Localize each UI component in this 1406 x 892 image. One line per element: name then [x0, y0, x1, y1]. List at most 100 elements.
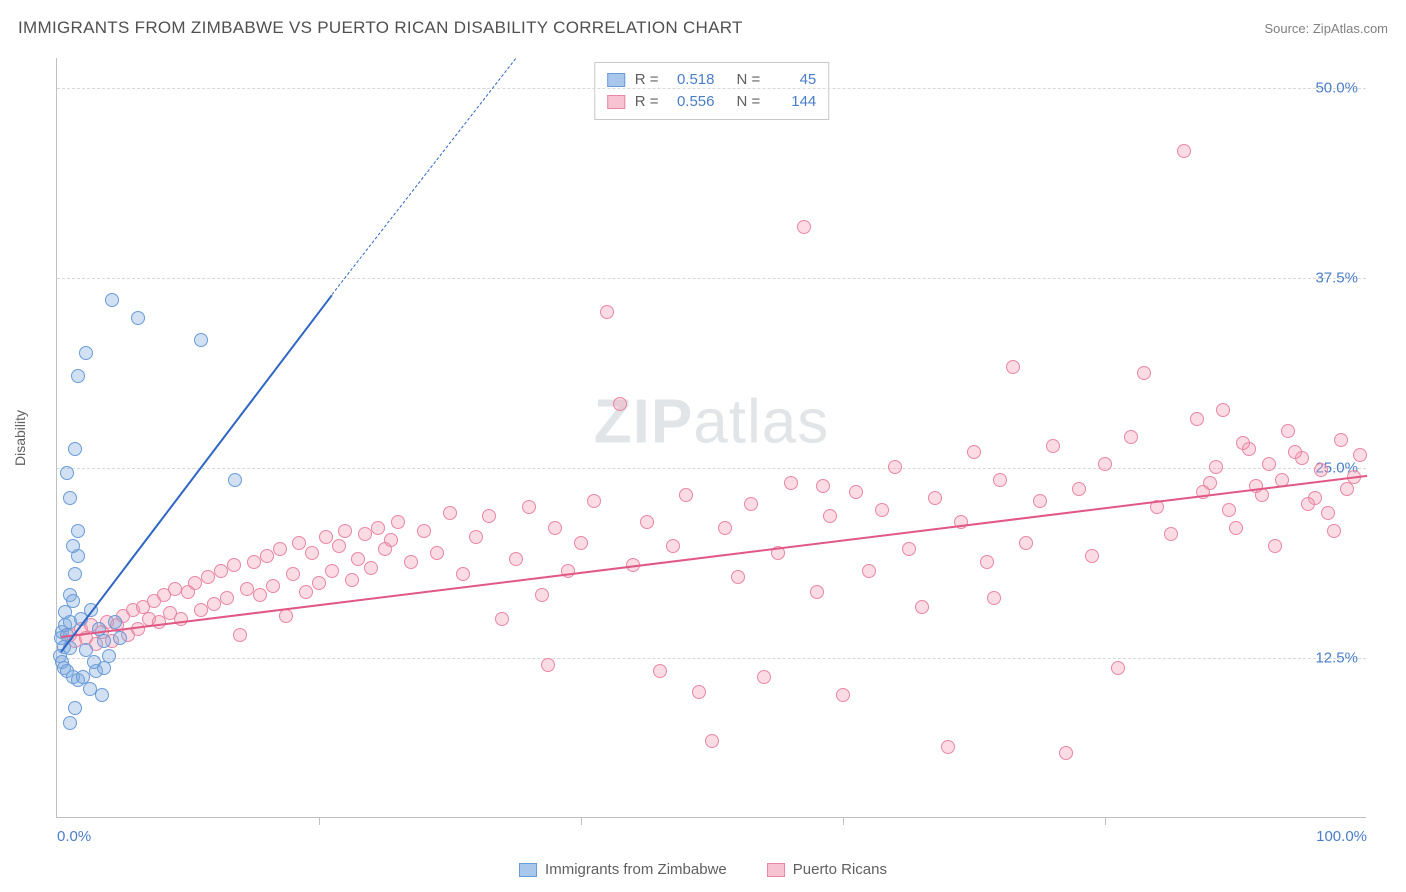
puerto-rican-point [482, 509, 496, 523]
puerto-rican-point [260, 549, 274, 563]
legend-swatch [519, 863, 537, 877]
zimbabwe-point [87, 655, 101, 669]
legend-series: Immigrants from ZimbabwePuerto Ricans [519, 861, 887, 878]
puerto-rican-point [1314, 463, 1328, 477]
puerto-rican-point [1334, 433, 1348, 447]
puerto-rican-point [574, 536, 588, 550]
x-tick-label: 100.0% [1316, 828, 1367, 845]
puerto-rican-point [299, 585, 313, 599]
zimbabwe-point [113, 631, 127, 645]
y-tick-label: 50.0% [1315, 80, 1358, 97]
puerto-rican-point [1216, 403, 1230, 417]
puerto-rican-point [247, 555, 261, 569]
puerto-rican-point [325, 564, 339, 578]
y-axis-label-container: Disability [10, 58, 30, 818]
puerto-rican-point [1033, 494, 1047, 508]
puerto-rican-point [1262, 457, 1276, 471]
puerto-rican-point [227, 558, 241, 572]
zimbabwe-point [71, 524, 85, 538]
puerto-rican-point [469, 530, 483, 544]
puerto-rican-point [1085, 549, 1099, 563]
puerto-rican-point [535, 588, 549, 602]
puerto-rican-point [358, 527, 372, 541]
puerto-rican-point [1353, 448, 1367, 462]
zimbabwe-point [105, 293, 119, 307]
puerto-rican-point [253, 588, 267, 602]
y-tick-label: 37.5% [1315, 270, 1358, 287]
puerto-rican-point [286, 567, 300, 581]
puerto-rican-point [338, 524, 352, 538]
puerto-rican-point [1019, 536, 1033, 550]
puerto-rican-point [757, 670, 771, 684]
puerto-rican-point [194, 603, 208, 617]
puerto-rican-point [915, 600, 929, 614]
gridline [57, 468, 1366, 469]
y-tick-label: 12.5% [1315, 650, 1358, 667]
zimbabwe-point [63, 716, 77, 730]
puerto-rican-point [404, 555, 418, 569]
zimbabwe-point [95, 688, 109, 702]
puerto-rican-point [1137, 366, 1151, 380]
legend-swatch [607, 73, 625, 87]
legend-item: Immigrants from Zimbabwe [519, 861, 727, 878]
legend-row: R =0.556N =144 [607, 91, 817, 113]
puerto-rican-point [266, 579, 280, 593]
puerto-rican-point [1164, 527, 1178, 541]
puerto-rican-point [987, 591, 1001, 605]
puerto-rican-point [600, 305, 614, 319]
puerto-rican-point [1177, 144, 1191, 158]
puerto-rican-point [875, 503, 889, 517]
puerto-rican-point [305, 546, 319, 560]
zimbabwe-point [194, 333, 208, 347]
header: IMMIGRANTS FROM ZIMBABWE VS PUERTO RICAN… [18, 18, 1388, 38]
puerto-rican-point [1268, 539, 1282, 553]
puerto-rican-point [1229, 521, 1243, 535]
puerto-rican-point [522, 500, 536, 514]
x-tick-minor [581, 817, 582, 825]
puerto-rican-point [1209, 460, 1223, 474]
puerto-rican-point [849, 485, 863, 499]
puerto-rican-point [1072, 482, 1086, 496]
puerto-rican-point [364, 561, 378, 575]
puerto-rican-point [207, 597, 221, 611]
puerto-rican-point [1098, 457, 1112, 471]
zimbabwe-point [228, 473, 242, 487]
puerto-rican-point [816, 479, 830, 493]
zimbabwe-trend-dash [332, 58, 516, 294]
zimbabwe-point [68, 701, 82, 715]
puerto-rican-point [993, 473, 1007, 487]
zimbabwe-point [68, 567, 82, 581]
zimbabwe-point [131, 311, 145, 325]
puerto-rican-point [312, 576, 326, 590]
puerto-rican-point [1340, 482, 1354, 496]
puerto-rican-point [1236, 436, 1250, 450]
puerto-rican-point [509, 552, 523, 566]
gridline [57, 278, 1366, 279]
puerto-rican-point [233, 628, 247, 642]
puerto-rican-point [1059, 746, 1073, 760]
puerto-rican-point [279, 609, 293, 623]
zimbabwe-point [97, 634, 111, 648]
puerto-rican-point [692, 685, 706, 699]
zimbabwe-point [102, 649, 116, 663]
puerto-rican-point [391, 515, 405, 529]
puerto-rican-point [980, 555, 994, 569]
puerto-rican-point [902, 542, 916, 556]
puerto-rican-point [456, 567, 470, 581]
puerto-rican-point [640, 515, 654, 529]
zimbabwe-trend [60, 294, 333, 652]
plot-area: ZIPatlas R =0.518N =45R =0.556N =144 12.… [56, 58, 1366, 818]
puerto-rican-point [1288, 445, 1302, 459]
puerto-rican-point [371, 521, 385, 535]
puerto-rican-point [823, 509, 837, 523]
puerto-rican-point [1006, 360, 1020, 374]
n-value: 144 [770, 91, 816, 113]
puerto-rican-point [345, 573, 359, 587]
zimbabwe-point [66, 594, 80, 608]
puerto-rican-point [273, 542, 287, 556]
x-tick-minor [319, 817, 320, 825]
puerto-rican-point [653, 664, 667, 678]
puerto-rican-point [332, 539, 346, 553]
puerto-rican-point [174, 612, 188, 626]
zimbabwe-point [63, 491, 77, 505]
